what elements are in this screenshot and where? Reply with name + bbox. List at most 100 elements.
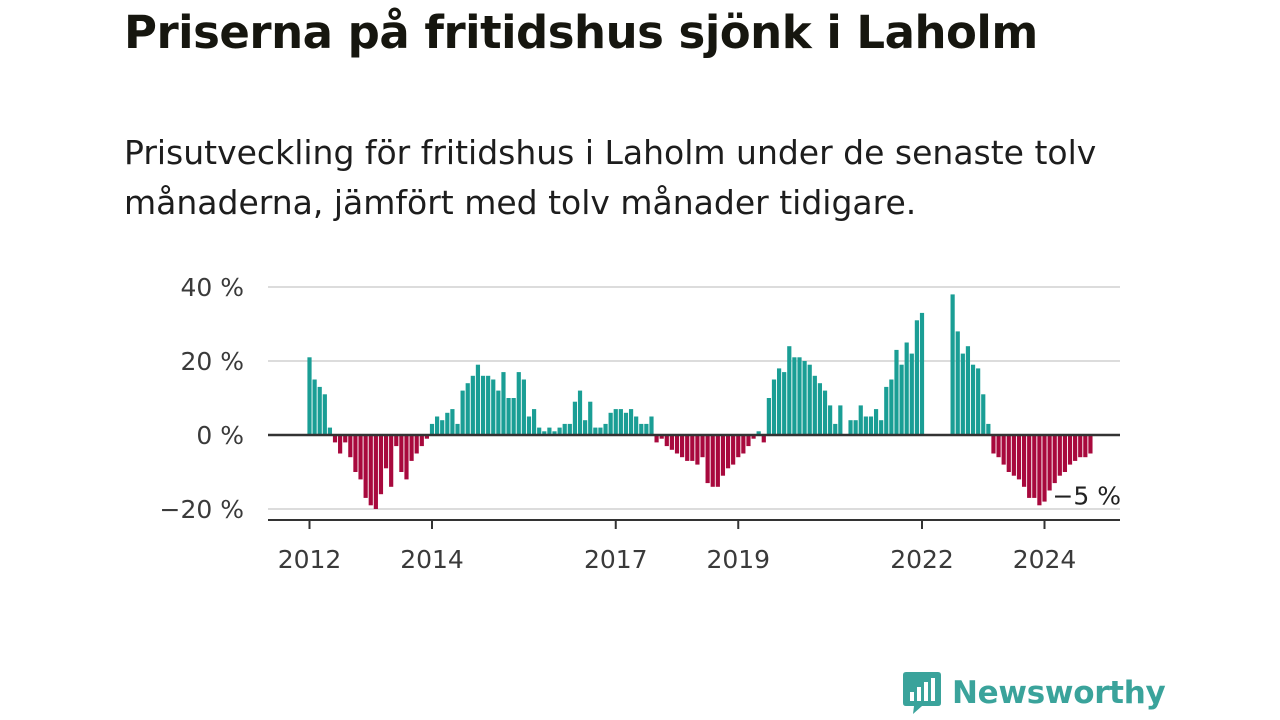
- bar: [542, 431, 547, 435]
- bar: [838, 405, 843, 435]
- bar: [389, 435, 394, 487]
- bar: [955, 331, 960, 435]
- bar: [363, 435, 368, 498]
- bar: [685, 435, 690, 461]
- bar: [419, 435, 424, 447]
- bar: [868, 416, 874, 435]
- y-tick-label: 20 %: [180, 347, 244, 376]
- bar: [1067, 435, 1073, 465]
- bar: [766, 398, 771, 435]
- bar: [705, 435, 710, 484]
- bar: [404, 435, 409, 480]
- bar: [1037, 435, 1042, 506]
- bar: [603, 423, 608, 435]
- bar: [593, 427, 598, 435]
- bar: [812, 375, 817, 435]
- bar: [741, 435, 746, 454]
- bar: [552, 431, 557, 435]
- bar: [828, 405, 833, 435]
- x-tick-label: 2024: [1013, 545, 1077, 574]
- bar: [547, 427, 552, 435]
- bar: [904, 342, 909, 435]
- bar: [700, 435, 705, 458]
- newsworthy-logo: Newsworthy: [902, 670, 1166, 716]
- bar: [491, 379, 496, 435]
- bar: [394, 435, 399, 447]
- bar: [440, 420, 445, 435]
- bar: [613, 409, 618, 435]
- chart-subtitle: Prisutveckling för fritidshus i Laholm u…: [124, 133, 1097, 222]
- bar: [521, 379, 526, 435]
- bar: [450, 409, 455, 435]
- bar: [358, 435, 363, 480]
- bar: [976, 368, 981, 435]
- bar: [378, 435, 384, 495]
- x-tick-label: 2022: [890, 545, 954, 574]
- tick-labels: 40 % 20 % 0 % −20 % 2012 2014 2017 2019 2022 2024…: [160, 273, 1121, 574]
- bar: [572, 401, 578, 435]
- bar: [470, 375, 475, 435]
- bar: [526, 416, 532, 435]
- bar: [1078, 435, 1083, 458]
- chart-title: Priserna på fritidshus sjönk i Laholm: [124, 6, 1038, 59]
- bar: [460, 390, 465, 435]
- bar: [588, 401, 593, 435]
- bar: [628, 409, 634, 435]
- bar: [817, 383, 823, 435]
- bar: [853, 420, 858, 435]
- x-tick-label: 2014: [400, 545, 464, 574]
- bar: [623, 412, 629, 435]
- bar: [981, 394, 986, 435]
- bar: [986, 423, 991, 435]
- bar: [317, 386, 322, 435]
- bar: [455, 423, 460, 435]
- bar-chart: 40 % 20 % 0 % −20 % 2012 2014 2017 2019 2022 2024…: [160, 273, 1121, 574]
- bar: [858, 405, 863, 435]
- bar: [919, 312, 925, 435]
- bar: [1052, 435, 1057, 484]
- bar: [909, 353, 914, 435]
- bar: [1027, 435, 1032, 498]
- bar: [899, 364, 904, 435]
- bar: [486, 375, 491, 435]
- bar: [695, 435, 700, 465]
- bar: [348, 435, 353, 458]
- bar: [531, 409, 537, 435]
- bar: [746, 435, 751, 447]
- y-tick-label: 40 %: [180, 273, 244, 302]
- bar: [960, 353, 965, 435]
- bar: [583, 420, 588, 435]
- bar: [833, 423, 838, 435]
- bar: [1062, 435, 1068, 472]
- bar: [343, 435, 348, 443]
- bar: [1032, 435, 1037, 498]
- bar: [710, 435, 715, 487]
- axes: [268, 433, 1120, 529]
- bar: [373, 435, 378, 509]
- bar: [312, 379, 317, 435]
- bar: [506, 398, 511, 435]
- bar: [792, 357, 797, 435]
- bar: [654, 435, 659, 443]
- y-tick-label: −20 %: [160, 495, 244, 524]
- bar: [322, 394, 327, 435]
- bar: [894, 349, 899, 435]
- bar: [782, 372, 787, 435]
- bar: [634, 416, 639, 435]
- bar: [435, 416, 440, 435]
- bar: [1088, 435, 1093, 454]
- bar: [731, 435, 736, 465]
- bar: [884, 386, 889, 435]
- bar: [353, 435, 358, 472]
- bar: [879, 420, 884, 435]
- bar: [414, 435, 419, 454]
- bar: [516, 372, 521, 435]
- bar: [511, 398, 516, 435]
- bar: [950, 294, 955, 435]
- bar: [368, 435, 373, 506]
- newsworthy-logo-icon: [903, 672, 941, 714]
- bar: [1011, 435, 1016, 476]
- bar: [970, 364, 976, 435]
- bar: [480, 375, 486, 435]
- bar: [725, 435, 731, 469]
